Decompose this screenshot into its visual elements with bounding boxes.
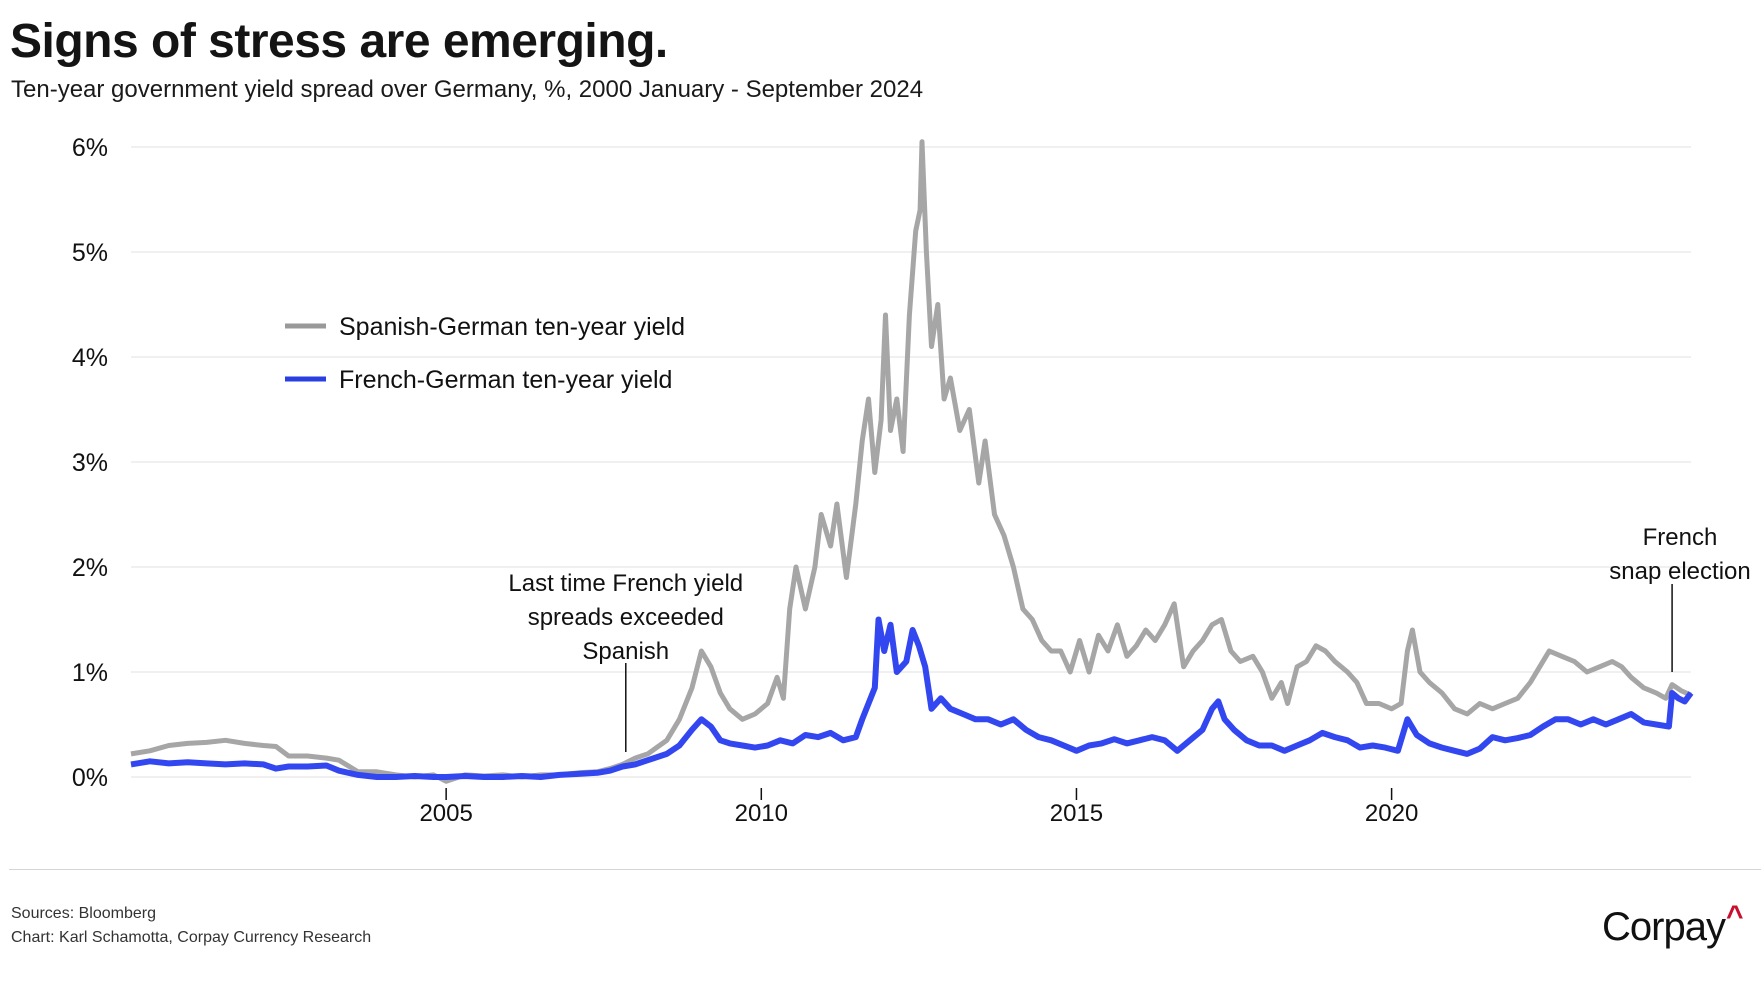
y-tick-label: 5% [72, 239, 108, 267]
annotation-text: Last time French yield [508, 570, 743, 597]
legend-label: French-German ten-year yield [339, 366, 672, 394]
line-chart: 0% 1% 2% 3% 4% 5% 6% 2005 2010 2015 2020 Last tim… [72, 134, 1751, 827]
sources-note: Sources: Bloomberg [11, 905, 156, 922]
x-axis: 2005 2010 2015 2020 [419, 788, 1418, 827]
caret-icon: ^ [1725, 900, 1744, 933]
legend-label: Spanish-German ten-year yield [339, 313, 685, 341]
x-tick-label: 2005 [419, 800, 472, 827]
chart-subtitle: Ten-year government yield spread over Ge… [11, 76, 924, 103]
y-tick-label: 0% [72, 764, 108, 792]
annotation-text: French [1643, 524, 1718, 551]
corpay-logo: Corpay^ [1602, 900, 1743, 950]
x-tick-label: 2010 [735, 800, 788, 827]
series [130, 139, 1694, 784]
annotation-text: snap election [1609, 558, 1750, 585]
logo-text: Corpay [1602, 905, 1726, 949]
y-tick-label: 4% [72, 344, 108, 372]
legend: Spanish-German ten-year yield French-Germ… [285, 313, 685, 394]
x-tick-label: 2015 [1050, 800, 1103, 827]
y-tick-label: 1% [72, 659, 108, 687]
footer-divider [9, 869, 1761, 870]
chart-credit: Chart: Karl Schamotta, Corpay Currency R… [11, 929, 372, 946]
chart-title: Signs of stress are emerging. [10, 15, 668, 68]
y-tick-label: 2% [72, 554, 108, 582]
annotation-text: Spanish [582, 638, 669, 665]
y-tick-label: 6% [72, 134, 108, 162]
annotations: Last time French yield spreads exceeded Sp… [508, 524, 1751, 752]
x-tick-label: 2020 [1365, 800, 1418, 827]
y-axis: 0% 1% 2% 3% 4% 5% 6% [72, 134, 108, 792]
gridlines [131, 146, 1691, 778]
series-line-french-german [130, 616, 1694, 780]
annotation-text: spreads exceeded [528, 604, 724, 631]
y-tick-label: 3% [72, 449, 108, 477]
